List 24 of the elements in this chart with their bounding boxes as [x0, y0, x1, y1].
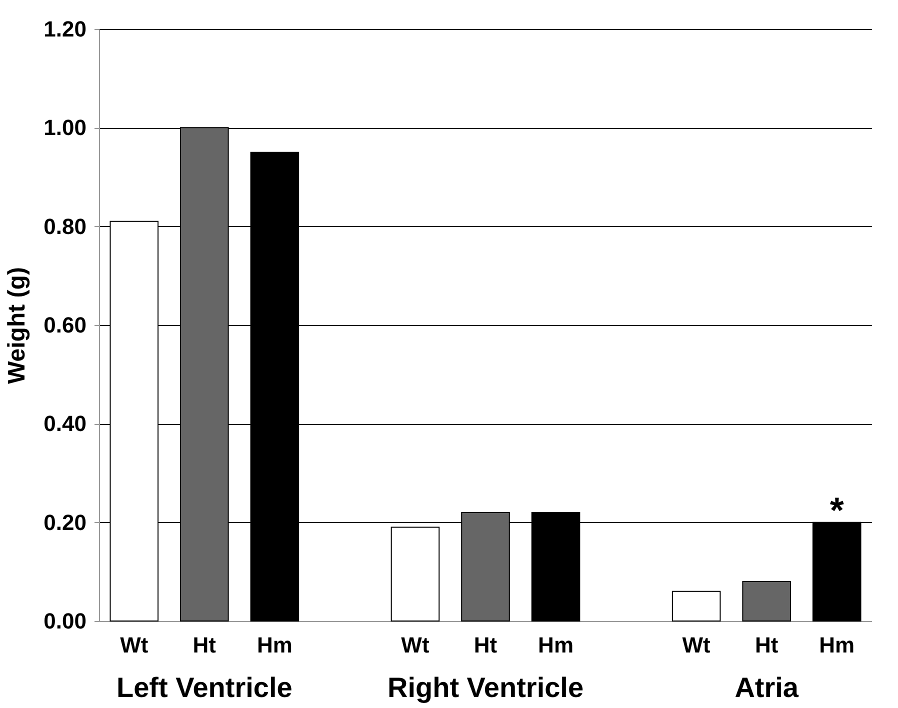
- x-tick-label: Right Ventricle: [387, 672, 584, 703]
- y-tick-label: 0.40: [44, 411, 86, 436]
- y-tick-label: 0.00: [44, 608, 86, 634]
- y-tick-label: 0.80: [44, 214, 86, 239]
- series-label: Ht: [192, 632, 217, 658]
- text: Wt: [682, 632, 710, 658]
- y-tick-label: 1.00: [44, 115, 86, 140]
- y-tick-label: 1.20: [44, 16, 86, 42]
- text: Hm: [819, 632, 855, 658]
- y-tick-label: 0.60: [44, 312, 86, 338]
- annotation: *: [830, 489, 844, 530]
- y-tick-label: 0.20: [44, 510, 86, 535]
- bar: [742, 581, 791, 622]
- y-axis-title: Weight (g): [4, 267, 31, 384]
- bar: [390, 526, 440, 622]
- text: Wt: [401, 632, 430, 658]
- x-tick-label: Left Ventricle: [116, 672, 292, 703]
- text: Ht: [474, 632, 498, 658]
- series-label: Hm: [256, 632, 292, 658]
- text: Ht: [754, 632, 778, 658]
- series-label: Wt: [120, 632, 149, 658]
- bar: [672, 590, 721, 622]
- x-tick-label: Atria: [734, 672, 799, 703]
- text: Hm: [538, 632, 574, 658]
